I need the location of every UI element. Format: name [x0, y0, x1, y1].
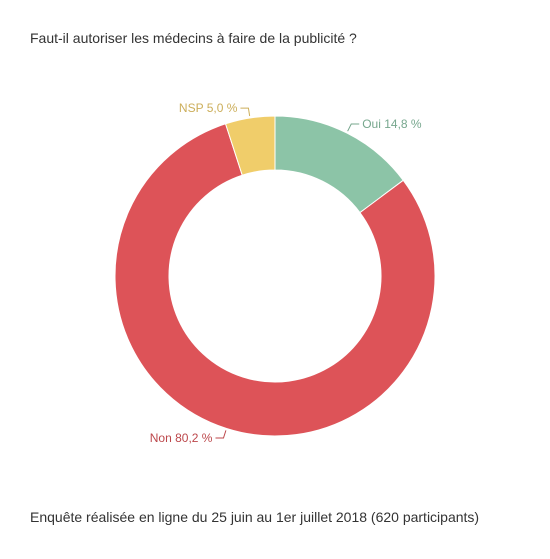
leader-lines-group: [215, 107, 360, 439]
leader-line-non: [215, 430, 227, 439]
leader-line-nsp: [240, 107, 251, 117]
chart-footnote: Enquête réalisée en ligne du 25 juin au …: [30, 509, 480, 525]
labels-group: Oui 14,8 % Non 80,2 % NSP 5,0 %: [150, 101, 422, 445]
slices-group: [114, 115, 436, 437]
leader-line-oui: [347, 123, 360, 132]
slice-label-nsp: NSP 5,0 %: [179, 101, 238, 115]
slice-nsp: [224, 115, 276, 176]
chart-title: Faut-il autoriser les médecins à faire d…: [30, 30, 357, 46]
slice-label-non: Non 80,2 %: [150, 431, 213, 445]
slice-label-oui: Oui 14,8 %: [362, 117, 422, 131]
slice-non: [114, 123, 436, 437]
